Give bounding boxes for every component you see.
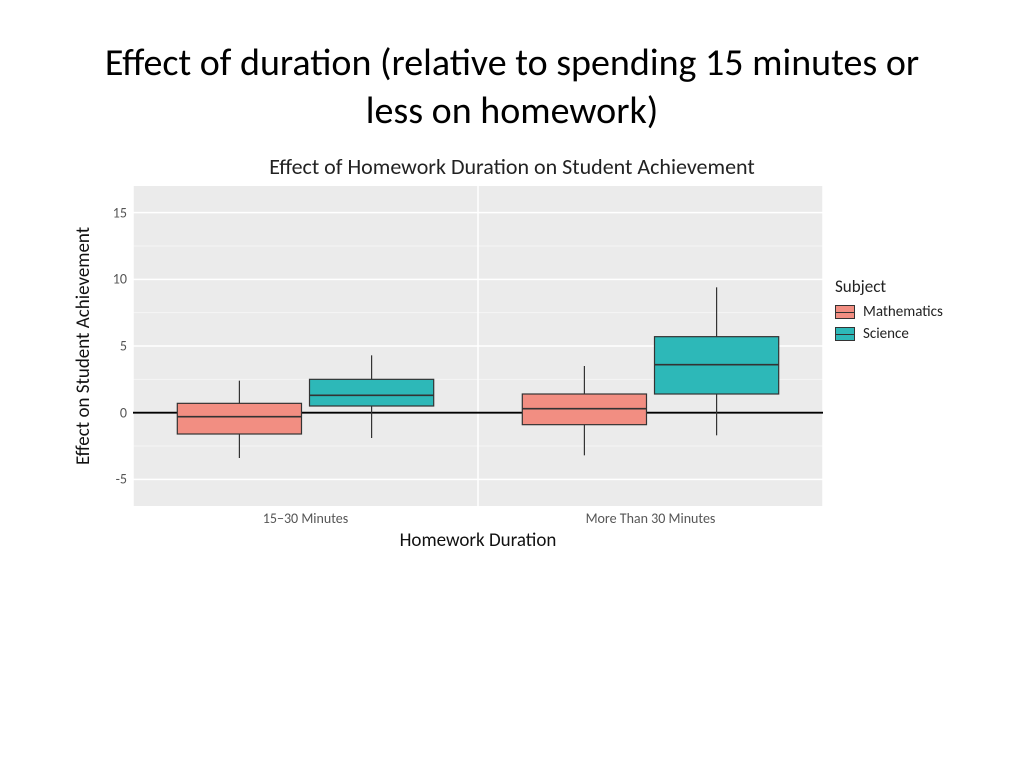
legend-label: Mathematics bbox=[863, 303, 943, 321]
boxplot-svg bbox=[133, 186, 823, 506]
x-tick-label: More Than 30 Minutes bbox=[478, 510, 823, 527]
y-axis-ticks: -5 0 5 10 15 bbox=[99, 186, 133, 506]
y-tick-label: 5 bbox=[120, 338, 127, 355]
y-axis-label: Effect on Student Achievement bbox=[72, 186, 95, 506]
legend-title: Subject bbox=[835, 276, 943, 297]
legend: Subject Mathematics Science bbox=[835, 276, 943, 347]
x-axis-ticks: 15−30 MinutesMore Than 30 Minutes bbox=[133, 510, 823, 527]
x-tick-label: 15−30 Minutes bbox=[133, 510, 478, 527]
y-tick-label: 10 bbox=[113, 271, 127, 288]
slide-title: Effect of duration (relative to spending… bbox=[80, 40, 944, 135]
chart-title: Effect of Homework Duration on Student A… bbox=[72, 153, 952, 180]
legend-item: Mathematics bbox=[835, 303, 943, 321]
chart-container: Effect of Homework Duration on Student A… bbox=[72, 153, 952, 552]
y-tick-label: -5 bbox=[116, 471, 127, 488]
x-axis-label: Homework Duration bbox=[133, 529, 823, 552]
y-tick-label: 15 bbox=[113, 204, 127, 221]
legend-item: Science bbox=[835, 325, 943, 343]
plot-column: 15−30 MinutesMore Than 30 Minutes Homewo… bbox=[133, 186, 823, 552]
legend-label: Science bbox=[863, 325, 909, 343]
legend-swatch-icon bbox=[835, 305, 855, 319]
y-tick-label: 0 bbox=[120, 404, 127, 421]
legend-swatch-icon bbox=[835, 327, 855, 341]
slide: Effect of duration (relative to spending… bbox=[0, 0, 1024, 768]
